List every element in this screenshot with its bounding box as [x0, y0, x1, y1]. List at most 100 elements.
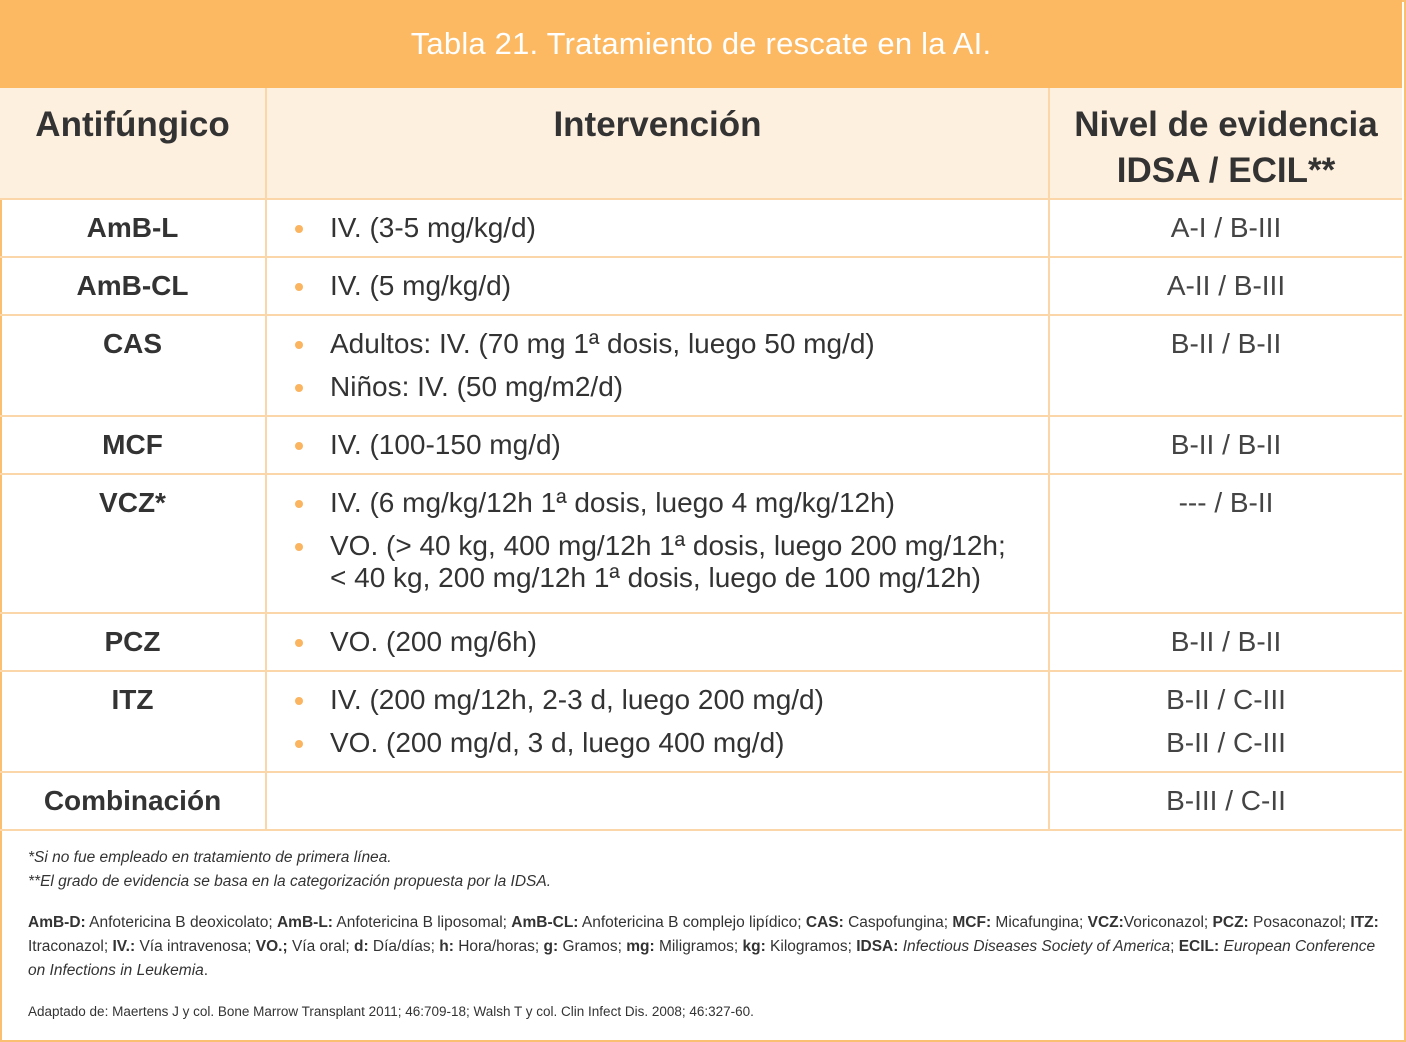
footnotes: *Si no fue empleado en tratamiento de pr…	[28, 846, 1380, 1022]
evidence-cell: A-II / B-III	[1049, 257, 1402, 316]
intervention-text: VO. (200 mg/d, 3 d, luego 400 mg/d)	[330, 727, 785, 758]
intervention-list: VO. (200 mg/6h)	[267, 614, 1048, 658]
header-evidence-line1: Nivel de evidencia	[1074, 105, 1378, 144]
intervention-list: IV. (5 mg/kg/d)	[267, 258, 1048, 302]
abbr-term: ECIL:	[1178, 938, 1220, 955]
bullet-icon	[295, 442, 303, 450]
bullet-icon	[295, 543, 303, 551]
bullet-icon	[295, 500, 303, 508]
table-row: AmB-L IV. (3-5 mg/kg/d) A-I / B-III	[0, 199, 1402, 258]
treatment-table: Antifúngico Intervención Nivel de eviden…	[0, 88, 1402, 831]
abbr-definition: Vía intravenosa;	[135, 938, 256, 955]
intervention-item: IV. (5 mg/kg/d)	[295, 270, 1048, 302]
evidence-value: A-II / B-III	[1166, 270, 1286, 301]
intervention-list: IV. (100-150 mg/d)	[267, 417, 1048, 461]
abbr-term: VO.;	[255, 938, 288, 955]
evidence-value: B-II / B-II	[1170, 429, 1282, 460]
abbr-term: ITZ:	[1350, 914, 1379, 931]
intervention-item: Adultos: IV. (70 mg 1ª dosis, luego 50 m…	[295, 328, 1048, 360]
abbr-term: PCZ:	[1212, 914, 1249, 931]
abbr-term: IV.:	[112, 938, 136, 955]
intervention-text: VO. (> 40 kg, 400 mg/12h 1ª dosis, luego…	[330, 530, 1006, 561]
antifungal-cell: MCF	[0, 416, 267, 475]
header-intervention: Intervención	[266, 88, 1050, 200]
intervention-cell: Adultos: IV. (70 mg 1ª dosis, luego 50 m…	[266, 315, 1050, 417]
antifungal-cell: ITZ	[0, 671, 267, 773]
intervention-item: VO. (200 mg/6h)	[295, 626, 1048, 658]
abbr-term: MCF:	[952, 914, 992, 931]
intervention-item: IV. (100-150 mg/d)	[295, 429, 1048, 461]
abbr-separator: .	[203, 962, 209, 979]
table-row: VCZ* IV. (6 mg/kg/12h 1ª dosis, luego 4 m…	[0, 474, 1402, 614]
evidence-value: B-II / C-III	[1166, 684, 1286, 715]
abbr-definition: Voriconazol;	[1123, 914, 1213, 931]
antifungal-cell: VCZ*	[0, 474, 267, 614]
abbr-definition: Micafungina;	[991, 914, 1088, 931]
abbr-definition: Caspofungina;	[843, 914, 953, 931]
abbreviations: AmB-D: Anfotericina B deoxicolato; AmB-L…	[28, 911, 1380, 983]
abbr-definition: Hora/horas;	[453, 938, 544, 955]
abbr-term: IDSA:	[856, 938, 899, 955]
intervention-text: Niños: IV. (50 mg/m2/d)	[330, 371, 624, 402]
evidence-value: B-II / B-II	[1170, 328, 1282, 359]
evidence-cell: B-II / B-II	[1049, 315, 1402, 417]
table-row: Combinación B-III / C-II	[0, 772, 1402, 831]
abbr-definition-italic: European Conference on Infections in Leu…	[28, 938, 1376, 979]
evidence-cell: B-II / C-III B-II / C-III	[1049, 671, 1402, 773]
intervention-text: IV. (200 mg/12h, 2-3 d, luego 200 mg/d)	[330, 684, 824, 715]
abbr-term: VCZ:	[1087, 914, 1124, 931]
abbr-definition: Vía oral;	[287, 938, 354, 955]
abbr-definition: Itraconazol;	[28, 938, 113, 955]
intervention-item: Niños: IV. (50 mg/m2/d)	[295, 371, 1048, 403]
abbr-term: CAS:	[805, 914, 844, 931]
intervention-cell: IV. (6 mg/kg/12h 1ª dosis, luego 4 mg/kg…	[266, 474, 1050, 614]
bullet-icon	[295, 697, 303, 705]
footnote-1: *Si no fue empleado en tratamiento de pr…	[28, 849, 392, 866]
abbr-term: d:	[353, 938, 369, 955]
intervention-item: IV. (6 mg/kg/12h 1ª dosis, luego 4 mg/kg…	[295, 487, 1048, 519]
bullet-icon	[295, 740, 303, 748]
bullet-icon	[295, 384, 303, 392]
abbr-definition: Anfotericina B liposomal;	[332, 914, 512, 931]
abbr-term: AmB-L:	[276, 914, 333, 931]
table-row: ITZ IV. (200 mg/12h, 2-3 d, luego 200 mg/…	[0, 671, 1402, 773]
intervention-text: IV. (100-150 mg/d)	[330, 429, 561, 460]
abbr-term: kg:	[742, 938, 766, 955]
table-title: Tabla 21. Tratamiento de rescate en la A…	[0, 0, 1402, 88]
header-evidence-line2: IDSA / ECIL**	[1116, 151, 1336, 190]
bullet-icon	[295, 225, 303, 233]
abbr-term: g:	[543, 938, 559, 955]
bullet-icon	[295, 341, 303, 349]
header-antifungal: Antifúngico	[0, 88, 267, 200]
bullet-icon	[295, 639, 303, 647]
intervention-text: VO. (200 mg/6h)	[330, 626, 537, 657]
abbr-definition: Kilogramos;	[765, 938, 857, 955]
abbr-term: AmB-D:	[28, 914, 86, 931]
header-evidence: Nivel de evidencia IDSA / ECIL**	[1049, 88, 1402, 200]
intervention-item: IV. (3-5 mg/kg/d)	[295, 212, 1048, 244]
abbr-separator: ;	[1170, 938, 1179, 955]
evidence-cell: A-I / B-III	[1049, 199, 1402, 258]
header-row: Antifúngico Intervención Nivel de eviden…	[0, 88, 1402, 200]
footnote-2: **El grado de evidencia se basa en la ca…	[28, 873, 552, 890]
abbr-term: AmB-CL:	[511, 914, 579, 931]
intervention-list: IV. (6 mg/kg/12h 1ª dosis, luego 4 mg/kg…	[267, 475, 1048, 594]
antifungal-cell: Combinación	[0, 772, 267, 831]
bullet-icon	[295, 283, 303, 291]
abbr-definition: Gramos;	[558, 938, 627, 955]
abbr-definition: Posaconazol;	[1248, 914, 1351, 931]
intervention-item: VO. (> 40 kg, 400 mg/12h 1ª dosis, luego…	[295, 530, 1048, 594]
antifungal-cell: PCZ	[0, 613, 267, 672]
abbr-term: mg:	[626, 938, 655, 955]
intervention-cell: IV. (5 mg/kg/d)	[266, 257, 1050, 316]
intervention-cell: IV. (200 mg/12h, 2-3 d, luego 200 mg/d) V…	[266, 671, 1050, 773]
intervention-cell: VO. (200 mg/6h)	[266, 613, 1050, 672]
evidence-value: A-I / B-III	[1170, 212, 1282, 243]
intervention-item: IV. (200 mg/12h, 2-3 d, luego 200 mg/d)	[295, 684, 1048, 716]
evidence-value: --- / B-II	[1178, 487, 1274, 518]
abbr-definition-italic: Infectious Diseases Society of America	[902, 938, 1171, 955]
evidence-value: B-II / C-III	[1166, 727, 1286, 758]
table-row: CAS Adultos: IV. (70 mg 1ª dosis, luego 5…	[0, 315, 1402, 417]
abbr-term: h:	[439, 938, 454, 955]
intervention-list: IV. (200 mg/12h, 2-3 d, luego 200 mg/d) V…	[267, 672, 1048, 759]
